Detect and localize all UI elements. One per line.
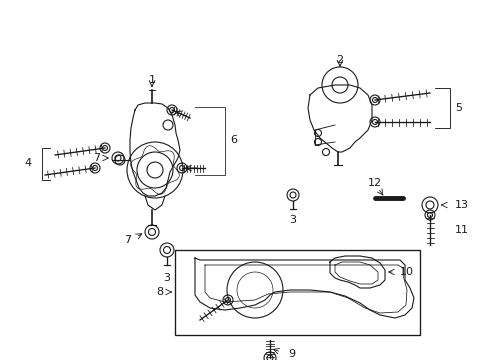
Text: 7: 7 <box>124 235 131 245</box>
Text: 3: 3 <box>290 215 296 225</box>
Text: 11: 11 <box>455 225 469 235</box>
Text: 4: 4 <box>24 158 31 168</box>
Text: 2: 2 <box>337 55 343 65</box>
Text: 13: 13 <box>455 200 469 210</box>
Text: 1: 1 <box>148 75 155 85</box>
Text: 12: 12 <box>368 178 382 188</box>
Bar <box>175 250 420 335</box>
Text: 10: 10 <box>400 267 414 277</box>
Text: 3: 3 <box>164 273 171 283</box>
Text: 6: 6 <box>230 135 237 145</box>
Text: 7: 7 <box>94 153 100 163</box>
Text: 9: 9 <box>288 349 295 359</box>
Text: 8: 8 <box>156 287 164 297</box>
Text: 5: 5 <box>455 103 462 113</box>
